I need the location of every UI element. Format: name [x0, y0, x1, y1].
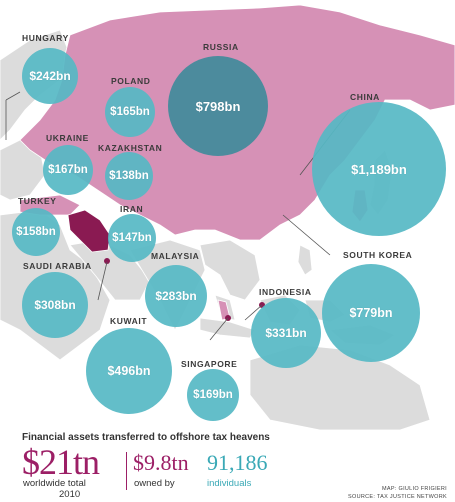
iran-shape [67, 209, 111, 253]
label-russia: RUSSIA [203, 42, 239, 52]
value-poland: $165bn [110, 106, 150, 118]
bubble-russia: $798bn [168, 56, 268, 156]
label-poland: POLAND [111, 76, 151, 86]
map-credit: MAP: GIULIO FRIGIERI [382, 486, 447, 492]
owned-caption: owned by [134, 478, 175, 489]
label-malaysia: MALAYSIA [151, 251, 200, 261]
bubble-iran: $147bn [108, 214, 156, 262]
owned-value: $9.8tn [133, 450, 189, 475]
total-caption-line2: 2010 [59, 489, 81, 500]
bubble-turkey: $158bn [12, 208, 60, 256]
label-kuwait: KUWAIT [110, 316, 148, 326]
value-turkey: $158bn [16, 226, 56, 238]
bubble-malaysia: $283bn [145, 265, 207, 327]
total-caption-line1: worldwide total [23, 478, 86, 489]
bubble-poland: $165bn [105, 87, 155, 137]
value-indonesia: $331bn [265, 326, 307, 340]
bubble-ukraine: $167bn [43, 145, 93, 195]
value-kazakhstan: $138bn [109, 170, 149, 182]
label-indonesia: INDONESIA [259, 287, 312, 297]
bubble-kazakhstan: $138bn [105, 152, 153, 200]
bubble-saudi-arabia: $308bn [22, 272, 88, 338]
bubble-south-korea: $779bn [322, 264, 420, 362]
source-credit: SOURCE: TAX JUSTICE NETWORK [348, 494, 447, 500]
value-china: $1,189bn [351, 161, 407, 177]
label-iran: IRAN [120, 204, 144, 214]
bubble-kuwait: $496bn [86, 328, 172, 414]
bubble-china: $1,189bn [312, 102, 446, 236]
kuwait-dot [104, 258, 110, 264]
label-turkey: TURKEY [18, 196, 57, 206]
label-kazakhstan: KAZAKHSTAN [98, 143, 163, 153]
label-saudi-arabia: SAUDI ARABIA [23, 261, 92, 271]
value-malaysia: $283bn [155, 289, 197, 303]
value-iran: $147bn [112, 232, 152, 244]
value-russia: $798bn [195, 98, 241, 114]
headline: Financial assets transferred to offshore… [22, 432, 270, 443]
value-south-korea: $779bn [349, 306, 393, 320]
footer-divider [126, 452, 127, 490]
total-caption: worldwide total 2010 [23, 478, 86, 500]
bubble-singapore: $169bn [187, 369, 239, 421]
value-saudi-arabia: $308bn [34, 298, 76, 312]
value-hungary: $242bn [29, 69, 71, 83]
value-kuwait: $496bn [107, 364, 151, 378]
individuals-value: 91,186 [207, 450, 268, 475]
label-hungary: HUNGARY [22, 33, 69, 43]
label-ukraine: UKRAINE [46, 133, 89, 143]
total-value: $21tn [22, 442, 100, 482]
bubble-indonesia: $331bn [251, 298, 321, 368]
label-china: CHINA [350, 92, 380, 102]
value-singapore: $169bn [193, 389, 233, 401]
value-ukraine: $167bn [48, 164, 88, 176]
bubble-hungary: $242bn [22, 48, 78, 104]
label-south-korea: SOUTH KOREA [343, 250, 413, 260]
individuals-caption: individuals [207, 478, 252, 489]
label-singapore: SINGAPORE [181, 359, 238, 369]
